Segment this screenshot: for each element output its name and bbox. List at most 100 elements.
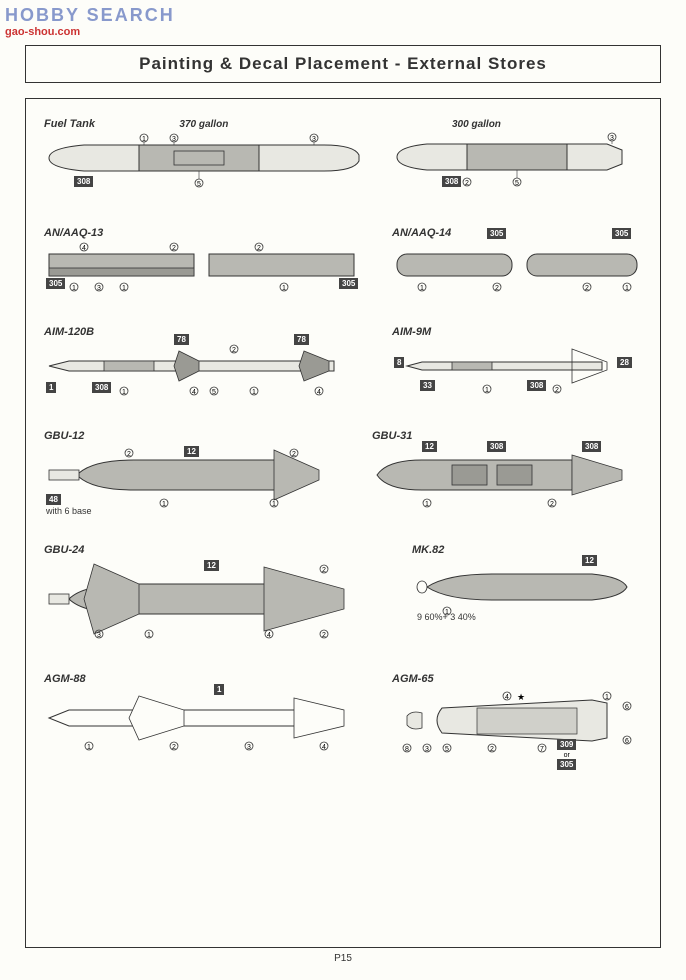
svg-text:1: 1	[282, 285, 286, 292]
svg-text:6: 6	[625, 738, 629, 745]
gbu31-12: 12	[422, 441, 437, 452]
row-gbu24-mk82: GBU-24 2 3 1 4 2 12 MK.82	[44, 540, 642, 644]
svg-text:2: 2	[490, 746, 494, 753]
svg-text:1: 1	[122, 389, 126, 396]
fuel-370-label: 370 gallon	[179, 119, 228, 130]
svg-text:1: 1	[72, 285, 76, 292]
anaaq14-code: 305	[487, 228, 506, 239]
aim120b-78b: 78	[294, 334, 309, 345]
row-agm: AGM-88 1 2 3 4 1 AGM-65 4	[44, 669, 642, 763]
aim120b-1: 1	[46, 382, 56, 393]
svg-text:8: 8	[405, 746, 409, 753]
svg-text:1: 1	[147, 632, 151, 639]
code-308b: 308	[442, 176, 461, 187]
agm88-code: 1	[214, 684, 224, 695]
svg-text:1: 1	[162, 501, 166, 508]
fuel-tank-370: Fuel Tank 370 gallon 1 3 3 5 308	[44, 114, 364, 198]
gbu24-code: 12	[204, 560, 219, 571]
fuel-tank-370-svg: 1 3 3 5	[44, 133, 364, 198]
page-title-box: Painting & Decal Placement - External St…	[25, 45, 661, 83]
anaaq13-code: 305	[46, 278, 65, 289]
svg-text:2: 2	[322, 567, 326, 574]
svg-text:1: 1	[485, 387, 489, 394]
anaaq13-svg: 4 2 2 1 3 1 1	[44, 242, 364, 297]
svg-text:4: 4	[505, 694, 509, 701]
aim9m-28: 28	[617, 357, 632, 368]
agm88-svg: 1 2 3 4	[44, 688, 364, 758]
svg-text:4: 4	[267, 632, 271, 639]
aim9m-svg: 1 2	[392, 341, 642, 401]
svg-text:2: 2	[585, 285, 589, 292]
gbu12-48: 48	[46, 494, 61, 505]
fuel-tank-300-svg: 3 5 2	[392, 132, 642, 197]
svg-text:1: 1	[142, 136, 146, 143]
aim9m-33: 33	[420, 380, 435, 391]
svg-text:5: 5	[212, 389, 216, 396]
svg-text:1: 1	[625, 285, 629, 292]
gbu24-svg: 2 3 1 4 2	[44, 559, 364, 644]
aim120b-308: 308	[92, 382, 111, 393]
agm65-305: 305	[557, 759, 576, 770]
svg-text:2: 2	[292, 451, 296, 458]
aim9m-label: AIM-9M	[392, 326, 431, 338]
svg-text:3: 3	[97, 632, 101, 639]
svg-text:4: 4	[322, 744, 326, 751]
aim9m: AIM-9M 1 2 8 33 308 28	[392, 322, 642, 401]
svg-text:2: 2	[257, 245, 261, 252]
page-title: Painting & Decal Placement - External St…	[139, 54, 547, 73]
row-aim: AIM-120B 2 1 4 5 1 4 78 78 1 308	[44, 322, 642, 401]
svg-text:2: 2	[555, 387, 559, 394]
gbu12-code: 12	[184, 446, 199, 457]
svg-text:3: 3	[172, 136, 176, 143]
watermark-sub: gao-shou.com	[5, 26, 175, 38]
aim120b-78a: 78	[174, 334, 189, 345]
svg-text:7: 7	[540, 746, 544, 753]
agm65-label: AGM-65	[392, 673, 434, 685]
gbu31-308b: 308	[582, 441, 601, 452]
agm65-svg: 4 ★ 1 6 8 3 5 2 7 6	[392, 688, 642, 763]
anaaq14-svg: 1 2 2 1	[392, 242, 642, 297]
svg-text:1: 1	[605, 694, 609, 701]
svg-text:4: 4	[317, 389, 321, 396]
svg-text:2: 2	[465, 180, 469, 187]
svg-text:2: 2	[172, 744, 176, 751]
gbu31-308a: 308	[487, 441, 506, 452]
agm88-label: AGM-88	[44, 673, 86, 685]
svg-text:5: 5	[445, 746, 449, 753]
agm88: AGM-88 1 2 3 4 1	[44, 669, 364, 763]
svg-text:1: 1	[252, 389, 256, 396]
fuel-300-label: 300 gallon	[452, 119, 501, 130]
svg-text:3: 3	[97, 285, 101, 292]
svg-text:1: 1	[425, 501, 429, 508]
gbu31-svg: 1 2	[372, 445, 642, 515]
row-anaaq: AN/AAQ-13 4 2 2 1 3 1 1 305 305 AN/AAQ-1…	[44, 223, 642, 297]
gbu12: GBU-12 2 2 1 1 12 48 with 6 base	[44, 426, 344, 515]
code-308: 308	[74, 176, 93, 187]
mk82-code: 12	[582, 555, 597, 566]
svg-text:2: 2	[232, 347, 236, 354]
mk82-label: MK.82	[412, 544, 444, 556]
svg-text:5: 5	[515, 180, 519, 187]
svg-text:4: 4	[192, 389, 196, 396]
anaaq13-code2: 305	[339, 278, 358, 289]
aim120b-label: AIM-120B	[44, 326, 94, 338]
svg-text:★: ★	[517, 692, 525, 702]
svg-text:1: 1	[272, 501, 276, 508]
gbu31: GBU-31 1 2 12 308 308	[372, 426, 642, 515]
agm65-309: 309	[557, 739, 576, 750]
anaaq13-label: AN/AAQ-13	[44, 227, 103, 239]
svg-text:1: 1	[87, 744, 91, 751]
svg-text:2: 2	[127, 451, 131, 458]
svg-text:3: 3	[312, 136, 316, 143]
content-box: Fuel Tank 370 gallon 1 3 3 5 308	[25, 98, 661, 948]
gbu12-note: with 6 base	[46, 506, 92, 516]
row-gbu12-31: GBU-12 2 2 1 1 12 48 with 6 base GBU-31	[44, 426, 642, 515]
fuel-tank-300: 300 gallon 3 5 2 308	[392, 114, 642, 198]
mk82: MK.82 1 12 9 60%+ 3 40%	[412, 540, 642, 644]
agm65-or: or	[564, 752, 570, 759]
svg-text:5: 5	[197, 181, 201, 188]
svg-text:2: 2	[322, 632, 326, 639]
agm65: AGM-65 4 ★ 1 6 8 3 5 2 7 6 309	[392, 669, 642, 763]
anaaq13: AN/AAQ-13 4 2 2 1 3 1 1 305 305	[44, 223, 364, 297]
row-fuel-tanks: Fuel Tank 370 gallon 1 3 3 5 308	[44, 114, 642, 198]
